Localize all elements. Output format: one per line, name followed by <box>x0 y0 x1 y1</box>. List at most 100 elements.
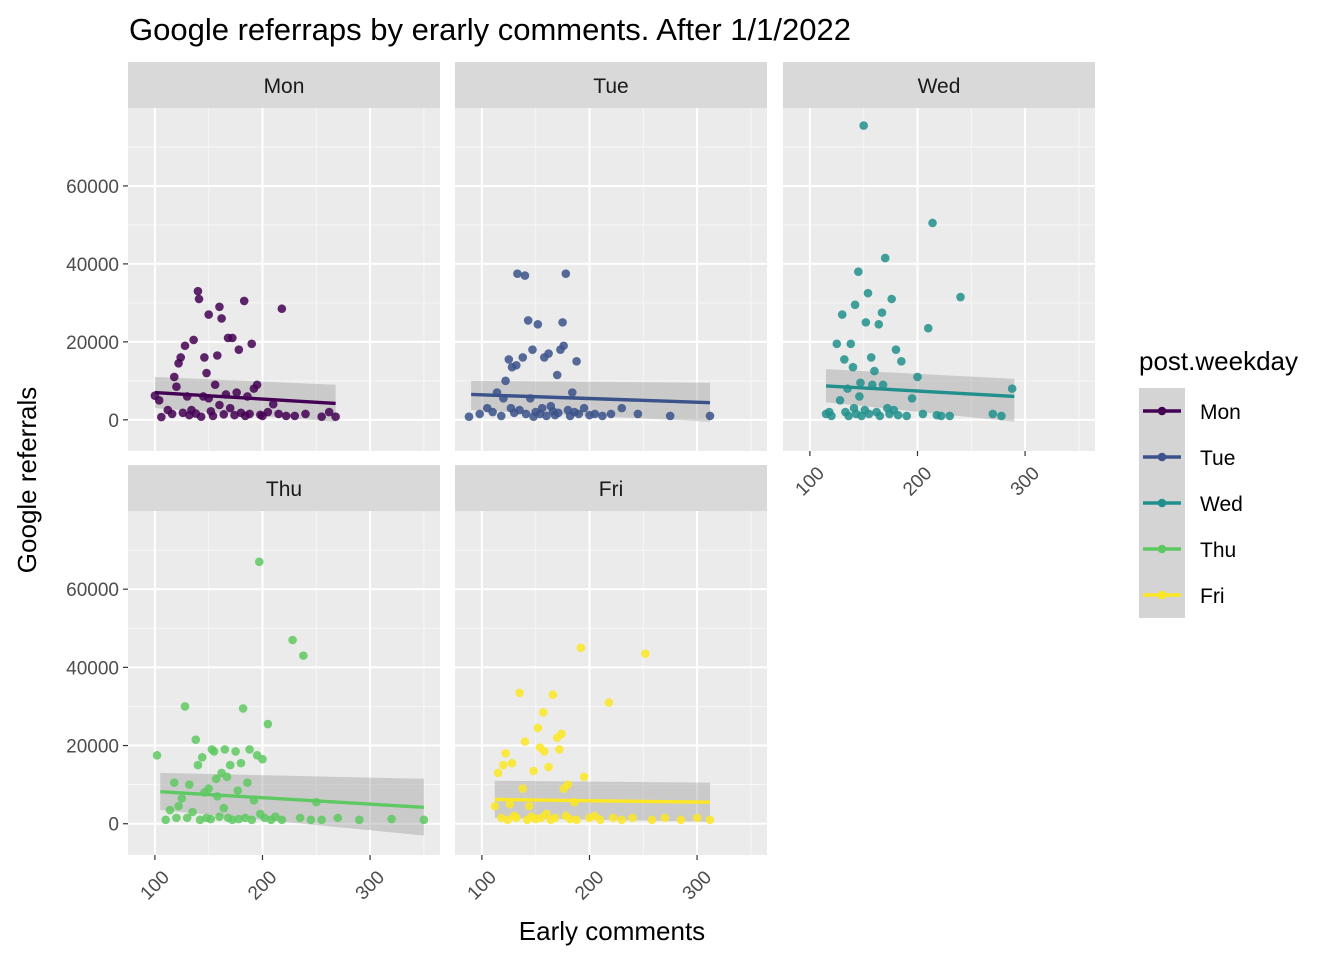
y-tick-label: 0 <box>108 815 119 836</box>
data-point <box>210 380 220 390</box>
data-point <box>212 351 222 360</box>
data-point <box>565 814 575 824</box>
data-point <box>887 294 896 304</box>
data-point <box>475 409 485 419</box>
data-point <box>647 815 657 825</box>
data-point <box>923 323 933 333</box>
data-point <box>236 758 246 768</box>
data-point <box>595 815 605 825</box>
data-point <box>512 813 521 823</box>
data-point <box>225 403 235 413</box>
data-point <box>572 357 581 366</box>
x-tick-label: 100 <box>464 867 501 904</box>
gridlines <box>128 511 440 855</box>
data-point <box>215 302 224 312</box>
data-point <box>533 723 543 733</box>
data-point <box>590 409 600 419</box>
data-point <box>193 286 203 296</box>
data-point <box>501 749 510 758</box>
data-point <box>692 813 702 823</box>
data-point <box>902 411 912 421</box>
data-point <box>988 409 998 419</box>
y-tick-label: 60000 <box>66 177 119 198</box>
data-point <box>496 411 506 421</box>
data-point <box>633 409 643 419</box>
points <box>464 269 715 422</box>
y-axis-ticks: 0 20000 40000 60000 0 20000 40000 60000 <box>66 177 128 836</box>
data-point <box>222 772 232 782</box>
data-point <box>550 813 560 823</box>
data-point <box>501 376 510 386</box>
data-point <box>877 308 887 317</box>
data-point <box>907 394 917 403</box>
y-axis-title: Google referrals <box>12 387 42 573</box>
data-point <box>202 368 211 378</box>
data-point <box>189 335 198 345</box>
data-point <box>528 345 537 354</box>
points <box>152 557 429 825</box>
data-point <box>234 814 244 824</box>
gridlines <box>455 108 767 451</box>
data-point <box>172 813 181 823</box>
data-point <box>165 805 175 815</box>
data-point <box>548 690 558 700</box>
data-point <box>268 399 278 409</box>
data-point <box>893 410 903 420</box>
data-point <box>537 403 547 413</box>
data-point <box>572 815 581 825</box>
data-point <box>204 310 213 319</box>
data-point <box>835 396 845 405</box>
data-point <box>169 372 179 382</box>
data-point <box>281 411 291 421</box>
data-point <box>574 409 584 419</box>
trend-line <box>825 384 1015 399</box>
data-point <box>503 815 513 825</box>
data-point <box>191 735 201 744</box>
data-point <box>180 702 190 711</box>
data-point <box>520 737 530 746</box>
data-point <box>859 121 868 130</box>
legend-item-fri: Fri <box>1139 572 1225 618</box>
data-point <box>559 341 568 351</box>
panel-background <box>455 511 767 855</box>
data-point <box>567 388 577 397</box>
data-point <box>521 409 531 419</box>
data-point <box>504 355 514 364</box>
data-point <box>493 768 503 778</box>
data-point <box>239 296 249 306</box>
y-tick-label: 40000 <box>66 658 119 679</box>
legend-key-point <box>1157 498 1167 508</box>
facet-strip-label: Thu <box>266 478 302 501</box>
legend-key-point <box>1157 406 1167 416</box>
data-point <box>604 698 614 707</box>
data-point <box>238 704 248 713</box>
legend-key-point <box>1157 544 1167 554</box>
data-point <box>196 412 206 422</box>
y-tick-label: 20000 <box>66 333 119 354</box>
data-point <box>1007 384 1017 393</box>
x-tick-label: 200 <box>244 867 281 904</box>
data-point <box>848 362 858 372</box>
data-point <box>220 745 230 754</box>
legend-item-mon: Mon <box>1139 388 1241 434</box>
data-point <box>956 292 965 302</box>
data-point <box>488 407 497 417</box>
data-point <box>864 409 874 419</box>
y-tick-label: 20000 <box>66 737 119 758</box>
data-point <box>850 300 860 310</box>
data-point <box>215 812 224 821</box>
data-point <box>874 320 884 329</box>
x-tick-label: 300 <box>1007 463 1044 500</box>
data-point <box>512 360 521 370</box>
data-point <box>676 815 686 825</box>
data-point <box>157 412 166 422</box>
data-point <box>197 752 207 762</box>
data-point <box>579 403 589 413</box>
data-point <box>419 815 429 825</box>
data-point <box>861 318 871 327</box>
data-point <box>274 409 283 419</box>
data-point <box>880 253 890 263</box>
y-tick-label: 40000 <box>66 255 119 276</box>
x-tick-label: 100 <box>792 463 829 500</box>
